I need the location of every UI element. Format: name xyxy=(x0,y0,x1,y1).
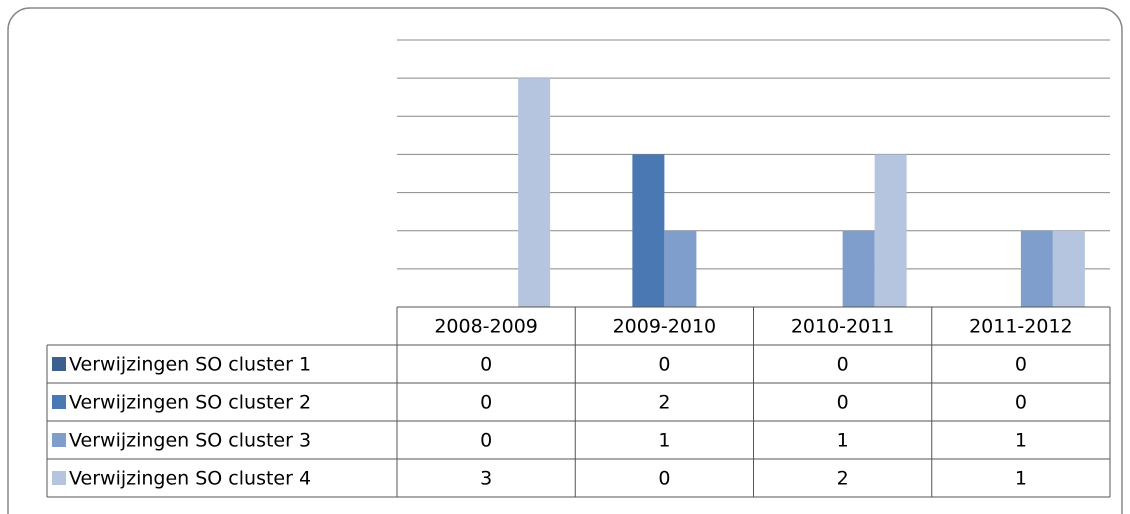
legend-swatch xyxy=(52,357,66,371)
table-value: 0 xyxy=(658,468,670,490)
table-value: 2 xyxy=(658,392,670,414)
table-value: 1 xyxy=(1015,430,1027,452)
legend-swatch xyxy=(52,471,66,485)
bar xyxy=(874,154,907,307)
bar xyxy=(518,78,551,308)
legend-swatch xyxy=(52,433,66,447)
table-value: 0 xyxy=(1015,354,1027,376)
x-tick-label: 2010-2011 xyxy=(791,316,895,338)
bar xyxy=(664,230,697,307)
bar xyxy=(632,154,665,307)
x-tick-label: 2011-2012 xyxy=(969,316,1073,338)
table-value: 0 xyxy=(480,354,492,376)
table-value: 0 xyxy=(837,392,849,414)
bar xyxy=(1020,230,1053,307)
table-value: 2 xyxy=(837,468,849,490)
table-value: 0 xyxy=(837,354,849,376)
legend-swatch xyxy=(52,395,66,409)
table-value: 3 xyxy=(480,468,492,490)
table-value: 1 xyxy=(837,430,849,452)
bar xyxy=(1052,230,1085,307)
legend-label: Verwijzingen SO cluster 3 xyxy=(69,430,311,452)
table-value: 0 xyxy=(480,392,492,414)
table-value: 0 xyxy=(480,430,492,452)
table-value: 0 xyxy=(1015,392,1027,414)
table-value: 1 xyxy=(1015,468,1027,490)
x-tick-label: 2009-2010 xyxy=(613,316,717,338)
table-value: 1 xyxy=(658,430,670,452)
x-tick-label: 2008-2009 xyxy=(434,316,538,338)
legend-label: Verwijzingen SO cluster 2 xyxy=(69,392,311,414)
frame xyxy=(7,7,1123,514)
legend-label: Verwijzingen SO cluster 4 xyxy=(69,468,311,490)
legend-label: Verwijzingen SO cluster 1 xyxy=(69,354,311,376)
bar xyxy=(842,230,875,307)
table-value: 0 xyxy=(658,354,670,376)
